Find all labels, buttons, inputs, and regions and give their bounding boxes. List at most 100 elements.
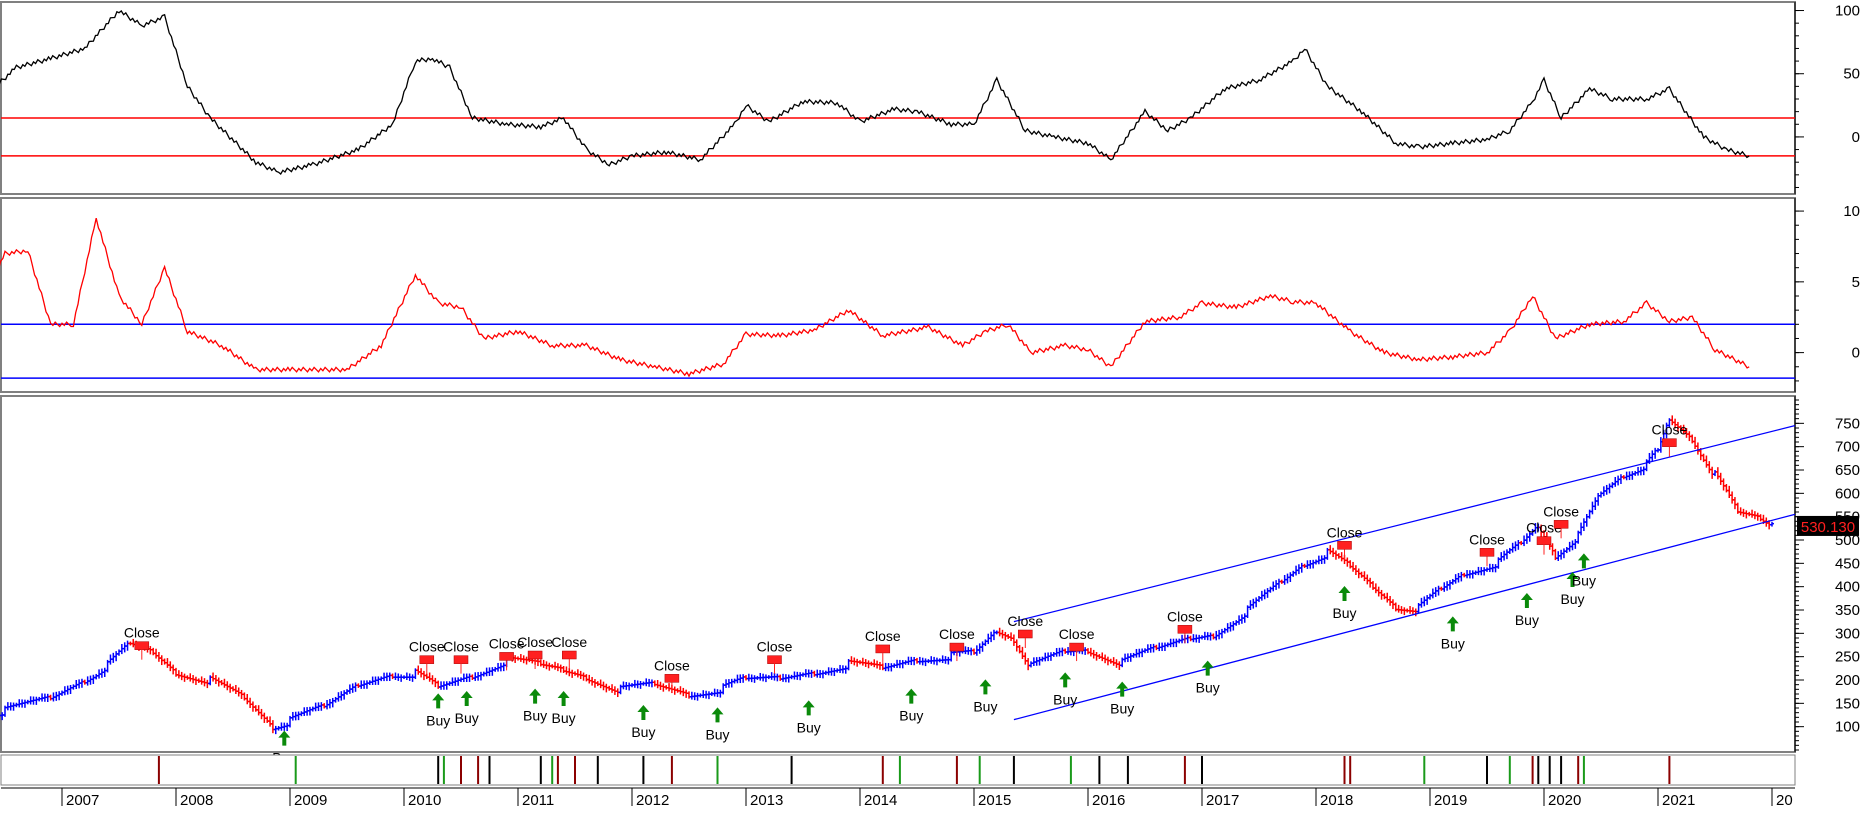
y-tick-label: 0 [1852, 345, 1860, 362]
close-signal-label: Close [654, 657, 690, 673]
close-signal-flag [767, 655, 782, 664]
buy-signal-arrow [1059, 672, 1072, 688]
close-signal-label: Close [1526, 520, 1562, 536]
x-tick-label: 2014 [864, 792, 897, 809]
buy-signal-label: Buy [1053, 691, 1077, 707]
x-tick-label: 2010 [408, 792, 441, 809]
close-signal-flag [875, 644, 891, 654]
buy-signal-label: Buy [1110, 701, 1134, 717]
buy-signal-label: Buy [899, 708, 923, 724]
buy-signal-label: Buy [552, 710, 576, 726]
buy-signal-arrow [529, 688, 542, 704]
close-signal-flag [949, 642, 965, 652]
buy-signal-label: Buy [1196, 680, 1220, 696]
oscillator-line [0, 218, 1750, 378]
x-tick-label: 2020 [1548, 792, 1581, 809]
x-tick-label: 2011 [522, 792, 554, 809]
buy-signal-arrow [979, 679, 992, 695]
buy-signal-arrow [1338, 586, 1351, 601]
y-tick-label: 0 [1852, 129, 1860, 146]
close-signal-label: Close [443, 639, 479, 655]
x-tick-label: 2017 [1206, 792, 1239, 809]
close-signal-flag [1069, 642, 1084, 652]
x-axis: 2007 2008 2009 2010 2011 2012 2013 2014 2015 2016… [1, 787, 1795, 809]
y-tick-label: 150 [1835, 695, 1860, 712]
y-tick-label: 100 [1835, 3, 1860, 20]
buy-signal-arrow [1116, 681, 1129, 697]
trend-channel-upper [1013, 425, 1795, 623]
buy-signal-label: Buy [1515, 612, 1539, 628]
buy-signal-label: Buy [1441, 635, 1465, 651]
oscillator-line [0, 10, 1750, 175]
buy-signal-arrow [711, 707, 724, 723]
buy-signal-label: Buy [1560, 591, 1584, 607]
close-signal-flag [1177, 625, 1193, 634]
oscillator-panel-middle: 10 5 0 [0, 197, 1860, 393]
x-tick-label: 2018 [1320, 792, 1353, 809]
y-tick-label: 300 [1835, 625, 1860, 642]
y-tick-label: 100 [1835, 719, 1860, 736]
y-tick-label: 400 [1835, 579, 1860, 596]
x-tick-label: 2012 [636, 792, 669, 809]
trend-channel-lower [1013, 513, 1795, 721]
buy-signal-arrow [802, 700, 815, 716]
close-signal-label: Close [1059, 626, 1095, 642]
y-tick-label: 250 [1835, 649, 1860, 666]
close-signal-label: Close [1327, 524, 1363, 540]
buy-signal-label: Buy [631, 724, 655, 740]
buy-signal-arrow [1566, 572, 1579, 587]
y-tick-label: 5 [1852, 274, 1860, 291]
panel-frame [0, 197, 1796, 393]
close-signal-flag [1337, 541, 1352, 550]
x-tick-label: 2013 [750, 792, 783, 809]
y-tick-label: 500 [1835, 532, 1860, 549]
buy-signal-label: Buy [797, 719, 821, 735]
x-tick-label: 2007 [66, 792, 99, 809]
close-signal-flag [1479, 548, 1495, 557]
buy-signal-arrow [1520, 593, 1533, 608]
close-signal-label: Close [517, 634, 553, 650]
close-signal-flag [1662, 438, 1677, 447]
y-tick-label: 750 [1835, 415, 1860, 432]
y-tick-label: 700 [1835, 439, 1860, 456]
event-strip [0, 754, 1796, 786]
y-tick-label: 350 [1835, 602, 1860, 619]
close-signal-label: Close [1167, 608, 1203, 624]
buy-signal-arrow [278, 730, 291, 746]
buy-signal-arrow [637, 705, 650, 720]
panel-frame [0, 395, 1796, 753]
x-tick-label: 2016 [1092, 792, 1125, 809]
event-strip-frame [0, 754, 1796, 786]
buy-signal-label: Buy [523, 708, 547, 724]
close-signal-label: Close [1543, 503, 1579, 519]
y-tick-label: 10 [1843, 203, 1860, 220]
buy-signal-arrow [432, 693, 445, 709]
close-signal-flag [453, 655, 469, 664]
close-signal-flag [664, 674, 680, 683]
oscillator-panel-top: 100 50 0 [0, 1, 1860, 195]
y-tick-label: 650 [1835, 462, 1860, 479]
buy-signal-label: Buy [973, 698, 997, 714]
close-signal-flag [527, 650, 543, 660]
x-tick-label: 2009 [294, 792, 327, 809]
buy-signal-arrow [557, 691, 570, 706]
buy-signal-arrow [460, 691, 473, 706]
x-tick-label: 2015 [978, 792, 1011, 809]
panel-frame [0, 1, 1796, 195]
y-tick-label: 450 [1835, 555, 1860, 572]
close-signal-label: Close [1007, 613, 1043, 629]
close-signal-flag [562, 650, 577, 660]
buy-signal-label: Buy [1332, 605, 1356, 621]
close-signal-label: Close [409, 639, 445, 655]
close-signal-flag [1553, 520, 1569, 529]
x-tick-label: 2019 [1434, 792, 1467, 809]
buy-signal-label: Buy [1572, 572, 1596, 588]
y-tick-label: 200 [1835, 672, 1860, 689]
buy-signal-label: Buy [426, 712, 450, 728]
last-price-label: 530.130 [1801, 519, 1855, 536]
y-tick-label: 50 [1843, 66, 1860, 83]
close-signal-flag [1018, 629, 1033, 639]
close-signal-flag [499, 652, 514, 661]
